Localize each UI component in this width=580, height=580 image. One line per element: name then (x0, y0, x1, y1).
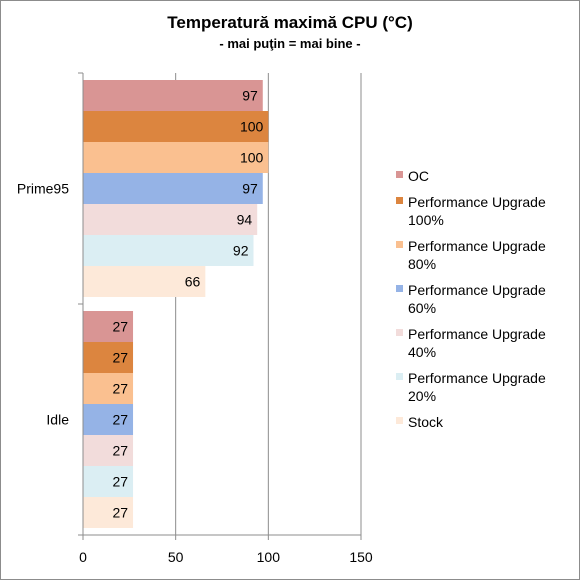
bar (83, 311, 134, 342)
data-label: 27 (112, 474, 128, 490)
x-tick-label: 50 (168, 549, 184, 565)
data-label: 27 (112, 505, 128, 521)
bar (83, 235, 254, 266)
data-label: 27 (112, 412, 128, 428)
legend-swatch (396, 329, 403, 336)
data-label: 94 (237, 212, 253, 228)
data-label: 97 (242, 88, 258, 104)
bar (83, 373, 134, 404)
legend-label: Performance Upgrade (408, 238, 546, 254)
axes: 0 50 100 150 Prime95 Idle (17, 72, 373, 565)
legend: OC Performance Upgrade 100% Performance Upg… (396, 168, 546, 430)
bar (83, 404, 134, 435)
category-label: Idle (46, 412, 69, 428)
data-label: 27 (112, 381, 128, 397)
bar (83, 80, 263, 111)
bar (83, 497, 134, 528)
bar (83, 111, 269, 142)
bar (83, 342, 134, 373)
legend-label: 80% (408, 256, 436, 272)
x-tick-label: 150 (349, 549, 373, 565)
legend-label: Performance Upgrade (408, 282, 546, 298)
data-label: 100 (240, 150, 264, 166)
legend-swatch (396, 285, 403, 292)
legend-label: Performance Upgrade (408, 370, 546, 386)
data-label: 97 (242, 181, 258, 197)
legend-label: Performance Upgrade (408, 194, 546, 210)
chart-subtitle: - mai puţin = mai bine - (219, 36, 360, 51)
data-label: 27 (112, 443, 128, 459)
legend-label: OC (408, 168, 429, 184)
chart-title: Temperatură maximă CPU (°C) (167, 13, 413, 32)
data-label: 27 (112, 319, 128, 335)
legend-label: 60% (408, 300, 436, 316)
legend-swatch (396, 171, 403, 178)
legend-swatch (396, 373, 403, 380)
data-label: 27 (112, 350, 128, 366)
bar (83, 142, 269, 173)
bar (83, 466, 134, 497)
legend-swatch (396, 417, 403, 424)
legend-label: Performance Upgrade (408, 326, 546, 342)
bars: 97 100 100 97 94 92 66 27 27 27 27 27 27 27 (83, 80, 269, 528)
category-label: Prime95 (17, 181, 69, 197)
legend-label: 40% (408, 344, 436, 360)
legend-label: Stock (408, 414, 444, 430)
data-label: 92 (233, 243, 249, 259)
legend-label: 20% (408, 388, 436, 404)
legend-swatch (396, 241, 403, 248)
bar (83, 204, 258, 235)
legend-swatch (396, 197, 403, 204)
bar (83, 266, 206, 297)
bar (83, 435, 134, 466)
data-label: 100 (240, 119, 264, 135)
bar (83, 173, 263, 204)
x-tick-label: 0 (79, 549, 87, 565)
x-tick-label: 100 (257, 549, 281, 565)
legend-label: 100% (408, 212, 444, 228)
data-label: 66 (185, 274, 201, 290)
